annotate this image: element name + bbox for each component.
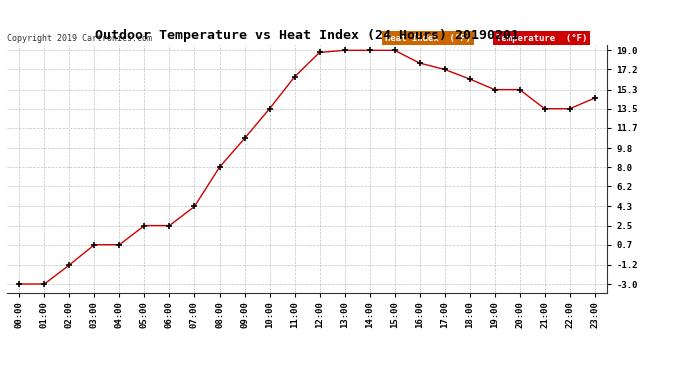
Text: Copyright 2019 Cartronics.com: Copyright 2019 Cartronics.com bbox=[7, 33, 152, 42]
Text: Heat Index  (°F): Heat Index (°F) bbox=[385, 33, 471, 42]
Text: Temperature  (°F): Temperature (°F) bbox=[496, 33, 587, 42]
Title: Outdoor Temperature vs Heat Index (24 Hours) 20190201: Outdoor Temperature vs Heat Index (24 Ho… bbox=[95, 30, 519, 42]
